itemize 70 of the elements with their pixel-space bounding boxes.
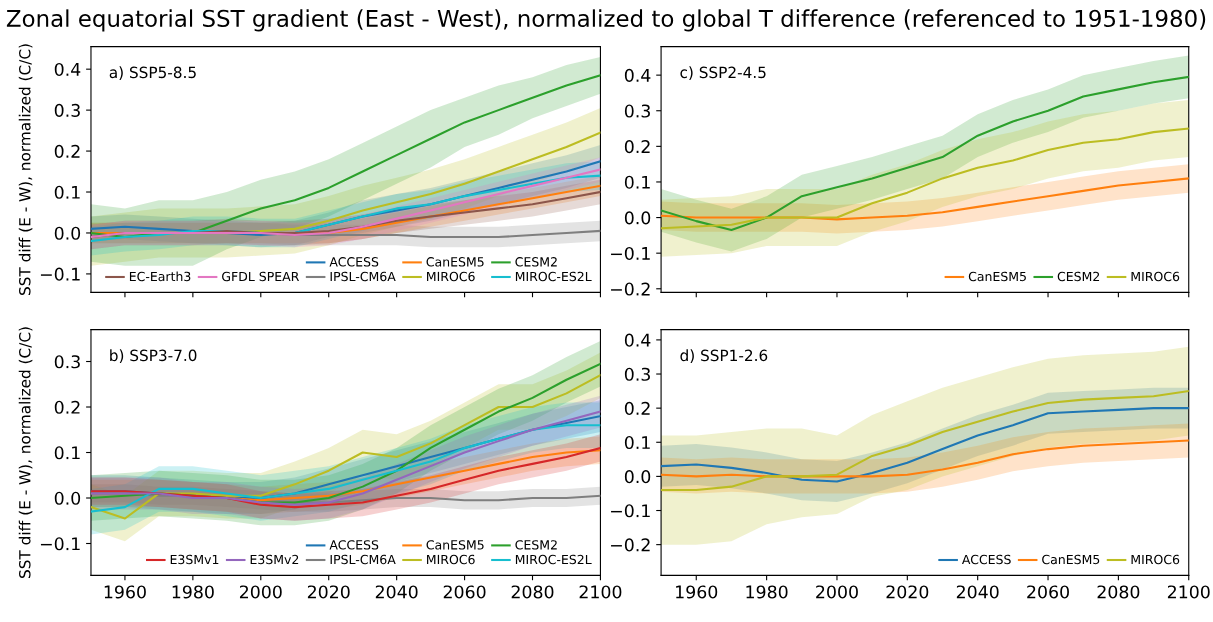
y-tick-label: 0.1	[624, 175, 650, 189]
y-tick-label: 0.0	[54, 226, 81, 240]
x-tick-label: 2080	[511, 585, 554, 599]
legend-label: CESM2	[515, 540, 557, 550]
x-tick-label: 2040	[956, 585, 999, 599]
x-tick-label: 2020	[886, 585, 929, 599]
y-tick-label: −0.2	[611, 282, 650, 296]
y-tick-label: −0.1	[611, 246, 650, 261]
x-tick-label: 2080	[1097, 585, 1140, 599]
annotation: a) SSP5-8.5	[109, 66, 196, 80]
y-axis-title: SST diff (E - W), normalized (C/C)	[18, 44, 33, 295]
legend-label: IPSL-CM6A	[330, 554, 396, 565]
annotation: c) SSP2-4.5	[680, 66, 766, 80]
legend-label: GFDL SPEAR	[222, 271, 300, 282]
y-tick-label: 0.3	[624, 104, 650, 118]
y-tick-label: −0.2	[611, 538, 650, 552]
legend-label: ACCESS	[329, 257, 379, 267]
legend-label: IPSL-CM6A	[330, 271, 396, 282]
legend-label: CanESM5	[968, 271, 1026, 282]
legend-label: CanESM5	[426, 540, 484, 550]
legend-label: E3SMv1	[170, 554, 219, 565]
legend-label: ACCESS	[329, 540, 379, 550]
x-tick-label: 1980	[172, 585, 214, 599]
x-tick-label: 2000	[816, 585, 858, 599]
legend-label: E3SMv2	[250, 554, 299, 565]
legend-label: CanESM5	[1042, 554, 1100, 565]
x-tick-label: 2100	[579, 585, 622, 599]
y-tick-label: 0.3	[54, 355, 80, 369]
x-tick-label: 2000	[239, 585, 282, 599]
x-tick-label: 2020	[307, 585, 350, 599]
y-tick-label: 0.3	[624, 367, 650, 381]
y-tick-label: 0.2	[54, 144, 80, 158]
y-tick-label: 0.2	[54, 400, 80, 414]
y-tick-label: 0.3	[54, 103, 80, 117]
legend-label: MIROC6	[1131, 271, 1180, 282]
x-tick-label: 1960	[104, 585, 146, 599]
y-tick-label: −0.1	[611, 504, 650, 518]
legend-label: CESM2	[1057, 271, 1100, 282]
chart-title: Zonal equatorial SST gradient (East - West), normalized to global T difference (referenced to 1951-1980)	[6, 9, 1206, 32]
y-tick-label: 0.1	[624, 435, 650, 450]
y-tick-label: 0.2	[624, 401, 650, 415]
x-tick-label: 1960	[676, 585, 718, 599]
y-tick-label: 0.1	[54, 185, 80, 199]
x-tick-label: 1980	[746, 585, 788, 599]
annotation: d) SSP1-2.6	[680, 349, 768, 363]
y-tick-label: 0.2	[624, 140, 650, 154]
y-axis-title: SST diff (E - W), normalized (C/C)	[18, 327, 33, 578]
y-tick-label: 0.1	[54, 446, 80, 460]
y-tick-label: 0.4	[54, 62, 81, 77]
y-tick-label: 0.0	[54, 491, 81, 505]
legend-label: CanESM5	[426, 257, 484, 267]
x-tick-label: 2100	[1167, 585, 1210, 599]
y-tick-label: 0.4	[624, 333, 651, 347]
y-tick-label: 0.0	[624, 211, 651, 225]
x-tick-label: 2060	[443, 585, 486, 599]
y-tick-label: 0.0	[624, 470, 651, 484]
x-tick-label: 2060	[1027, 585, 1069, 599]
annotation: b) SSP3-7.0	[110, 349, 197, 363]
legend-label: CESM2	[515, 257, 557, 267]
y-tick-label: −0.1	[40, 537, 80, 551]
legend-label: MIROC6	[427, 554, 475, 565]
legend-label: MIROC6	[1131, 554, 1180, 565]
legend-label: MIROC-ES2L	[515, 271, 592, 282]
x-tick-label: 2040	[375, 585, 418, 599]
y-tick-label: 0.4	[624, 68, 651, 82]
y-tick-label: −0.1	[40, 267, 80, 281]
legend-label: ACCESS	[961, 554, 1011, 565]
legend-label: MIROC6	[427, 271, 475, 282]
legend-label: EC-Earth3	[129, 271, 191, 282]
legend-label: MIROC-ES2L	[515, 554, 592, 565]
